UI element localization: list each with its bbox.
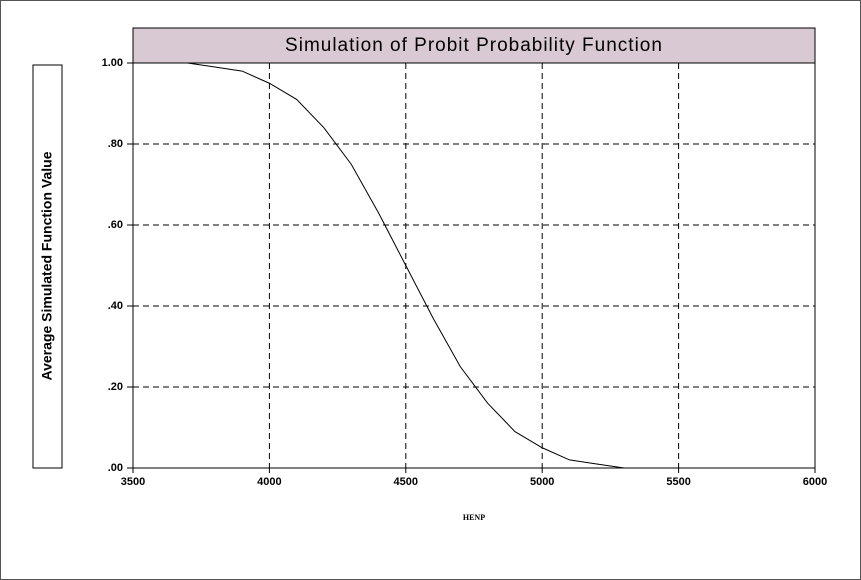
x-tick-label: 5500 xyxy=(666,476,690,488)
x-tick-label: 4000 xyxy=(257,476,281,488)
x-tick-label: 4500 xyxy=(394,476,418,488)
frame xyxy=(1,1,861,580)
x-tick-label: 3500 xyxy=(121,476,145,488)
y-tick-label: .40 xyxy=(108,300,123,312)
y-tick-label: .00 xyxy=(108,462,123,474)
x-axis-label: HENP xyxy=(463,513,485,522)
x-tick-label: 6000 xyxy=(803,476,827,488)
y-tick-label: .60 xyxy=(108,219,123,231)
y-tick-label: .80 xyxy=(108,138,123,150)
chart: Simulation of Probit Probability Functio… xyxy=(0,0,861,580)
y-axis-label: Average Simulated Function Value xyxy=(39,151,55,380)
chart-title: Simulation of Probit Probability Functio… xyxy=(285,35,663,56)
y-tick-label: .20 xyxy=(108,381,123,393)
x-tick-label: 5000 xyxy=(530,476,554,488)
y-tick-label: 1.00 xyxy=(102,57,123,69)
